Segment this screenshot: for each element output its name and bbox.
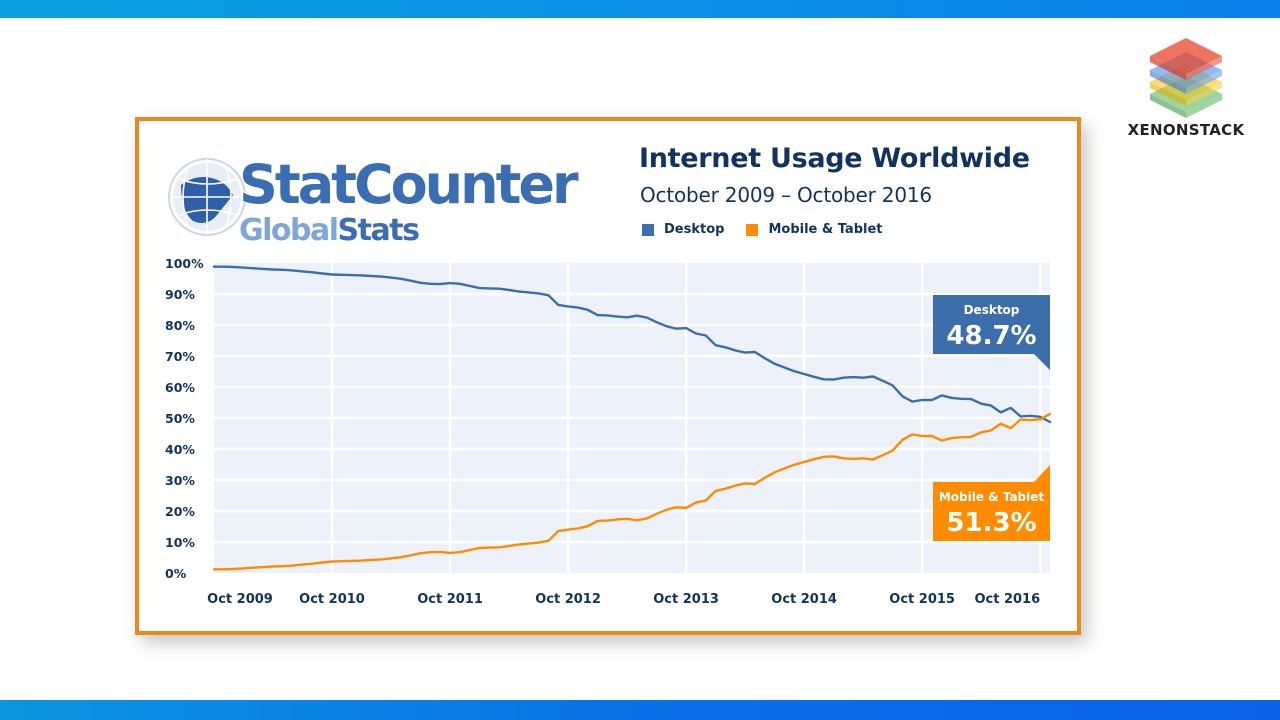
x-tick-label: Oct 2012 — [535, 592, 601, 607]
x-tick-label: Oct 2015 — [889, 592, 955, 607]
bottom-accent-bar — [0, 700, 1280, 720]
chart-title: Internet Usage Worldwide — [639, 143, 1030, 174]
top-accent-bar — [0, 0, 1280, 18]
y-tick-label: 90% — [165, 287, 195, 302]
x-tick-label: Oct 2014 — [771, 592, 837, 607]
y-tick-label: 70% — [165, 349, 195, 364]
legend-swatch-desktop — [642, 223, 654, 236]
x-tick-label: Oct 2010 — [299, 592, 365, 607]
y-tick-label: 40% — [165, 442, 195, 457]
statcounter-wordmark: StatCounter — [239, 153, 579, 216]
y-tick-label: 60% — [165, 380, 195, 395]
legend-label-mobile: Mobile & Tablet — [768, 222, 883, 237]
mobile-callout-value: 51.3% — [946, 508, 1036, 538]
y-tick-label: 50% — [165, 411, 195, 426]
desktop-callout-label: Desktop — [964, 303, 1020, 317]
desktop-callout — [933, 295, 1050, 370]
mobile-tablet-line — [212, 412, 1052, 571]
xenonstack-wordmark: XENONSTACK — [1127, 121, 1245, 139]
legend-item-desktop: Desktop — [642, 222, 724, 237]
globe-icon — [168, 158, 246, 236]
mobile-callout — [933, 465, 1050, 541]
desktop-callout-value: 48.7% — [946, 321, 1036, 351]
y-tick-label: 20% — [165, 504, 195, 519]
mobile-callout-label: Mobile & Tablet — [939, 490, 1045, 504]
stats-word: Stats — [338, 213, 420, 245]
y-tick-label: 10% — [165, 535, 195, 550]
x-tick-label: Oct 2011 — [417, 592, 483, 607]
global-word: Global — [239, 213, 338, 245]
line-chart: 0% 10% 20% 30% 40% 50% 60% 70% 80% 90% 100% Oct 200… — [165, 256, 1052, 607]
y-tick-label: 100% — [165, 256, 204, 271]
chart-subtitle: October 2009 – October 2016 — [640, 183, 932, 207]
svg-text:GlobalStats: GlobalStats — [239, 213, 419, 245]
chart-legend: Desktop Mobile & Tablet — [642, 222, 905, 237]
desktop-line — [212, 265, 1052, 424]
statcounter-logo: StatCounter GlobalStats — [168, 152, 583, 245]
legend-label-desktop: Desktop — [664, 222, 725, 237]
y-tick-label: 30% — [165, 473, 195, 488]
legend-item-mobile: Mobile & Tablet — [746, 222, 883, 237]
x-tick-label: Oct 2009 — [207, 592, 273, 607]
y-tick-label: 80% — [165, 318, 195, 333]
chart-frame: StatCounter GlobalStats Internet Usage W… — [135, 117, 1081, 635]
x-tick-label: Oct 2013 — [653, 592, 719, 607]
y-tick-label: 0% — [165, 566, 187, 581]
legend-swatch-mobile — [746, 223, 759, 236]
x-tick-label: Oct 2016 — [974, 592, 1040, 607]
xenonstack-logo-icon — [1150, 38, 1222, 118]
